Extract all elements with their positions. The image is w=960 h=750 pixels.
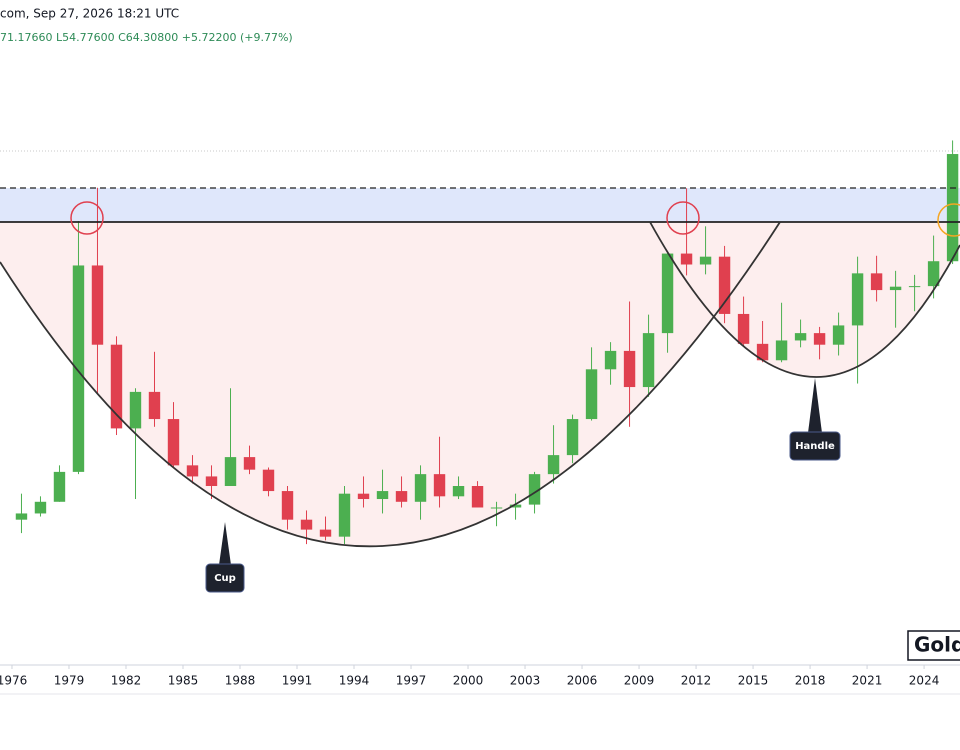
candle-body	[908, 286, 921, 288]
x-tick-label: 2015	[738, 674, 769, 688]
x-tick-label: 1997	[396, 674, 427, 688]
watermark-box	[907, 630, 960, 661]
candle-body	[91, 265, 104, 345]
candle-body	[395, 491, 408, 502]
candle-body	[585, 369, 598, 420]
candle-body	[528, 474, 541, 505]
x-ticks: 1976 1979 1982 1985 1988 1991 1994 1997 2000 2003…	[0, 665, 939, 688]
candles	[15, 140, 959, 545]
x-tick-label: 2024	[909, 674, 940, 688]
candle-body	[186, 465, 199, 477]
candle-body	[509, 504, 522, 508]
resistance-zone	[0, 188, 960, 222]
candle-body	[15, 513, 28, 520]
watermark: Gold	[914, 633, 960, 657]
x-tick-label: 1985	[168, 674, 199, 688]
candle-body	[129, 391, 142, 429]
candle-body	[642, 333, 655, 388]
candle-body	[813, 333, 826, 345]
candle-body	[604, 350, 617, 370]
x-tick-label: 1991	[282, 674, 313, 688]
x-tick-label: 2012	[681, 674, 712, 688]
breakout-circle	[937, 203, 960, 237]
candle-body	[775, 340, 788, 361]
candle-body	[452, 486, 465, 497]
candle-body	[927, 261, 940, 287]
candle-body	[661, 253, 674, 334]
candle-body	[699, 256, 712, 265]
candle-body	[148, 391, 161, 420]
candle-body	[110, 344, 123, 429]
cup-pointer	[219, 522, 231, 565]
candle-body	[623, 350, 636, 388]
x-tick-label: 2003	[510, 674, 541, 688]
candle-body	[319, 529, 332, 537]
candle-body	[300, 519, 313, 530]
x-tick-label: 1979	[54, 674, 85, 688]
candle-body	[205, 476, 218, 487]
candle-body	[243, 457, 256, 470]
cup-fill	[0, 222, 780, 547]
candle-body	[832, 325, 845, 345]
candle-body	[53, 471, 66, 502]
candle-body	[889, 286, 902, 291]
handle-pointer	[808, 378, 822, 433]
candle-body	[433, 474, 446, 497]
x-tick-label: 2021	[852, 674, 883, 688]
x-tick-label: 1988	[225, 674, 256, 688]
candle-body	[946, 154, 959, 262]
cup-label: Cup	[214, 573, 236, 584]
candle-body	[851, 273, 864, 326]
candle-body	[72, 265, 85, 472]
handle-arc	[649, 221, 960, 378]
cup-arc	[0, 221, 781, 548]
cup-box	[205, 563, 245, 593]
candle-body	[357, 493, 370, 500]
candle-body	[167, 419, 180, 466]
peak-circle	[70, 201, 104, 235]
candle-body	[338, 493, 351, 537]
candle-body	[566, 419, 579, 456]
candle-body	[414, 474, 427, 502]
candle-body	[737, 313, 750, 344]
x-tick-label: 2006	[567, 674, 598, 688]
x-tick-label: 1982	[111, 674, 142, 688]
x-tick-label: 2018	[795, 674, 826, 688]
candle-body	[547, 455, 560, 475]
candle-body	[262, 469, 275, 492]
candle-body	[490, 507, 503, 509]
handle-box	[789, 431, 841, 461]
candle-body	[224, 457, 237, 487]
candle-body	[756, 343, 769, 361]
x-tick-label: 1994	[339, 674, 370, 688]
candle-body	[794, 333, 807, 341]
candle-body	[34, 501, 47, 514]
candle-body	[870, 273, 883, 291]
x-tick-label: 2000	[453, 674, 484, 688]
peak-circle	[666, 201, 700, 235]
header: com, Sep 27, 2026 18:21 UTC	[0, 7, 179, 21]
x-tick-label: 2009	[624, 674, 655, 688]
candle-body	[718, 256, 731, 314]
candle-body	[471, 486, 484, 508]
candle-body	[680, 253, 693, 265]
candle-body	[376, 491, 389, 500]
handle-label: Handle	[795, 441, 835, 452]
x-tick-label: 1976	[0, 674, 27, 688]
candle-body	[281, 491, 294, 520]
ohlc-text: 71.17660 L54.77600 C64.30800 +5.72200 (+…	[0, 31, 293, 44]
